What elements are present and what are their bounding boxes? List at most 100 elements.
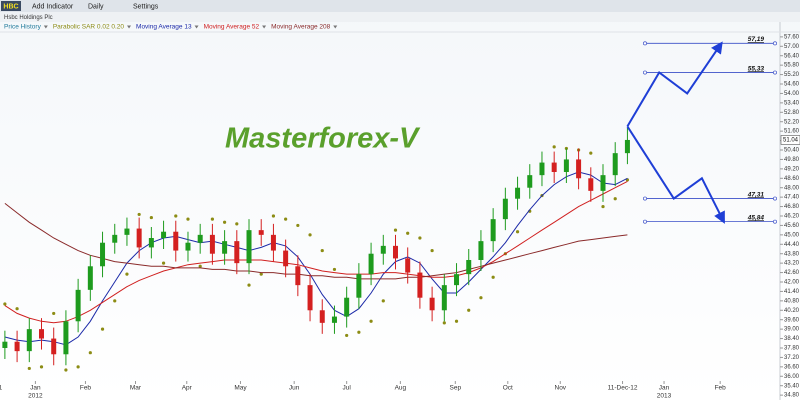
y-tick-label: 45.60	[784, 223, 800, 229]
level-label: 47,31	[747, 191, 765, 198]
candle-body	[124, 228, 130, 235]
candle-body	[161, 231, 167, 238]
sar-dot	[564, 146, 568, 151]
last-price-label: 51.04	[783, 138, 799, 144]
moving-average-line	[4, 180, 628, 324]
y-tick-label: 50.40	[784, 148, 800, 154]
legend-dropdown	[43, 25, 48, 29]
candle-body	[478, 241, 484, 260]
x-tick-label: Jan	[30, 385, 41, 392]
candle-body	[612, 153, 618, 176]
x-tick-label: Nov	[555, 385, 567, 392]
candle-body	[331, 316, 337, 323]
level-end	[773, 70, 777, 75]
menu-item[interactable]: Daily	[88, 3, 104, 10]
sar-dot	[308, 233, 312, 237]
candle-body	[148, 237, 154, 248]
candle-body	[454, 274, 460, 286]
sar-dot	[186, 217, 190, 221]
sar-dot	[210, 217, 214, 221]
sar-dot	[430, 248, 434, 253]
sar-dot	[552, 145, 556, 149]
sar-dot	[613, 197, 617, 201]
y-tick-label: 48.00	[784, 185, 800, 191]
sar-dot	[88, 351, 92, 355]
y-tick-label: 34.80	[784, 393, 800, 399]
sar-dot	[393, 228, 398, 232]
x-tick-label: 11-Dec-12	[608, 385, 638, 392]
y-tick-label: 36.00	[784, 374, 800, 380]
candle-body	[173, 231, 179, 251]
y-tick-label: 42.60	[784, 270, 800, 276]
candle-body	[246, 230, 252, 264]
level-label: 45,84	[747, 214, 765, 221]
level-label: 55,33	[748, 65, 765, 72]
y-tick-label: 52.20	[784, 119, 800, 125]
sar-dot	[125, 272, 129, 276]
candle-body	[258, 230, 264, 235]
y-tick-label: 39.60	[784, 317, 800, 323]
candle-body	[283, 250, 289, 267]
sar-dot	[454, 319, 459, 323]
y-tick-label: 40.80	[784, 298, 800, 304]
x-tick-label: May	[234, 385, 247, 392]
y-tick-label: 43.20	[784, 261, 800, 267]
sar-dot	[149, 215, 153, 220]
x-tick-label: Jan	[659, 385, 670, 392]
y-tick-label: 53.40	[784, 100, 800, 106]
candle-body	[392, 245, 398, 259]
sar-dot	[369, 319, 373, 323]
y-tick-label: 35.40	[784, 383, 800, 389]
ticker[interactable]: HBC	[3, 3, 18, 10]
candle-body	[295, 266, 301, 286]
sar-dot	[467, 308, 471, 312]
x-tick-label: Aug	[395, 385, 407, 392]
legend-entry: Price History	[4, 24, 42, 31]
candle-body	[466, 259, 472, 275]
candle-body	[551, 162, 557, 173]
y-tick-label: 38.40	[784, 336, 800, 342]
sar-dot	[113, 299, 117, 303]
sar-dot	[198, 264, 202, 268]
y-tick-label: 43.80	[784, 251, 800, 257]
sar-dot	[247, 283, 251, 287]
candle-body	[222, 241, 228, 254]
candle-body	[502, 198, 508, 220]
x-tick-label: Mar	[130, 385, 142, 392]
sar-dot	[345, 333, 349, 338]
sar-dot	[235, 222, 239, 226]
candle-body	[539, 162, 545, 176]
legend-dropdown	[262, 25, 267, 29]
watermark: Masterforex-V	[225, 123, 421, 155]
year-label: 2013	[657, 393, 672, 400]
y-tick-label: 51.60	[784, 129, 800, 135]
sar-dot	[161, 261, 166, 265]
y-tick-label: 40.20	[784, 308, 800, 314]
candle-body	[39, 329, 45, 339]
ticker-box[interactable]	[1, 1, 21, 11]
last-price-box	[780, 135, 800, 145]
candle-body	[344, 297, 350, 317]
candle-body	[490, 219, 496, 242]
menu-item[interactable]: Settings	[133, 3, 159, 10]
y-tick-label: 37.80	[784, 346, 800, 352]
sar-dot	[589, 151, 593, 155]
candle-body	[319, 310, 325, 323]
moving-average-line	[4, 171, 628, 346]
candle-body	[515, 187, 521, 199]
x-tick-label: Apr	[182, 385, 193, 392]
y-tick-label: 45.00	[784, 232, 800, 238]
level-label: 57,19	[748, 36, 765, 43]
projection-arrow	[626, 41, 723, 127]
level-end	[773, 196, 777, 201]
legend-dropdown	[194, 25, 199, 29]
menu-item[interactable]: Add Indicator	[32, 3, 74, 10]
candle-body	[87, 266, 93, 290]
sar-dot	[39, 365, 44, 369]
y-tick-label: 55.80	[784, 63, 800, 69]
x-tick-label: Feb	[715, 385, 727, 392]
candle-body	[51, 338, 57, 355]
sar-dot	[64, 368, 68, 372]
